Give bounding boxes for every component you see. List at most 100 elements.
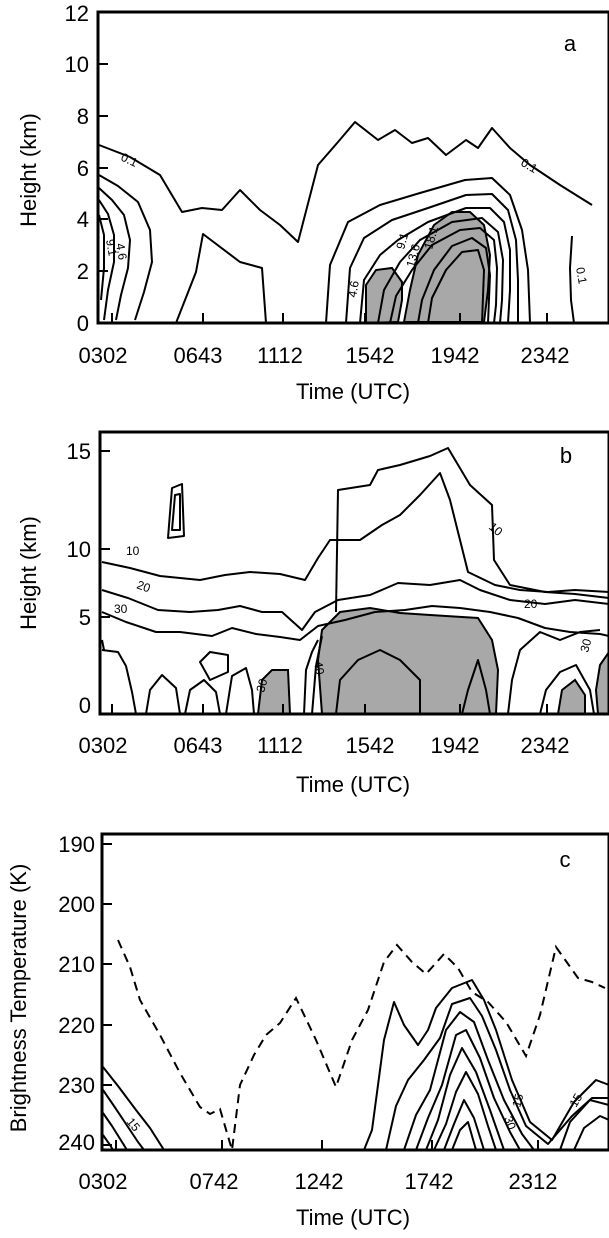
panel-c-contour <box>433 1071 497 1151</box>
panel-a-contour <box>427 249 485 324</box>
panel-c-frame <box>100 832 609 1152</box>
x-axis-label: Time (UTC) <box>296 379 410 404</box>
panel-a-contour <box>345 193 519 324</box>
x-tick-label: 0643 <box>174 343 223 368</box>
y-tick-label: 220 <box>58 1013 95 1038</box>
panel-c-contour <box>102 1089 145 1151</box>
y-tick-label: 6 <box>77 156 89 181</box>
panel-c-contour <box>425 1047 505 1151</box>
contour-label: 15 <box>566 1091 585 1110</box>
x-tick-label: 0302 <box>79 733 128 758</box>
x-tick-label: 0302 <box>79 1169 128 1194</box>
panel-a-contour <box>377 217 504 324</box>
contour-label: 18.1 <box>421 224 441 250</box>
contour-label: 15 <box>124 1115 144 1134</box>
panel-b-ticks <box>100 450 548 715</box>
x-tick-label: 1542 <box>346 343 395 368</box>
panel-c: 15 15 30 15 190 200 210 220 230 240 0302… <box>6 832 609 1230</box>
panel-b-contour <box>225 667 255 715</box>
panel-b-contour <box>167 483 185 539</box>
panel-b-contour <box>184 679 221 715</box>
panel-a-contour <box>98 199 115 321</box>
panel-b-frame <box>98 430 609 716</box>
panel-b-contour <box>101 639 105 651</box>
x-tick-label: 1942 <box>431 343 480 368</box>
panel-b-contour <box>145 674 181 715</box>
panel-a-contour <box>325 177 531 324</box>
panel-b-contour <box>303 639 319 715</box>
contour-label: 40 <box>311 660 327 676</box>
y-tick-label: 8 <box>77 104 89 129</box>
panel-b-contour <box>101 579 609 631</box>
panel-a-contour <box>417 237 491 324</box>
contour-label: 10 <box>486 520 505 540</box>
panel-c-contour <box>102 1134 114 1151</box>
panel-a-contour <box>98 187 131 321</box>
y-tick-label: 2 <box>77 259 89 284</box>
panel-b-contour <box>335 447 609 613</box>
x-tick-label: 2342 <box>521 733 570 758</box>
panel-b-contour <box>461 659 491 715</box>
y-tick-label: 200 <box>58 892 95 917</box>
panel-b-contour <box>507 629 601 715</box>
panel-a: 0.1 0.1 4.6 9.1 4.6 9.1 13.6 18.1 0.1 0 <box>16 1 609 404</box>
panel-b-contour <box>101 605 609 641</box>
y-tick-label: 15 <box>67 439 91 464</box>
panel-c-contour <box>102 1066 165 1151</box>
contour-label: 30 <box>253 677 270 694</box>
panel-b-contour <box>101 649 137 715</box>
y-tick-label: 240 <box>58 1130 95 1155</box>
panel-c-contour <box>385 997 609 1151</box>
panel-b: 10 10 20 20 30 30 30 40 0 5 10 15 0302 0… <box>16 430 609 797</box>
panel-a-contour <box>98 214 105 301</box>
panel-b-contour <box>199 651 229 681</box>
panel-label: c <box>560 847 571 872</box>
panel-c-contour <box>559 1099 609 1151</box>
panel-b-shaded-region <box>316 606 500 715</box>
panel-a-contour <box>98 174 153 321</box>
y-tick-label: 0 <box>77 311 89 336</box>
panel-b-contour <box>539 664 595 715</box>
x-tick-label: 2342 <box>521 343 570 368</box>
panel-c-contour <box>403 1011 535 1151</box>
panel-c-contour <box>451 1121 477 1151</box>
x-tick-label: 0742 <box>190 1169 239 1194</box>
y-tick-label: 4 <box>77 207 89 232</box>
contour-label: 9.1 <box>103 238 120 257</box>
contour-label: 10 <box>126 544 140 558</box>
x-tick-label: 1742 <box>405 1169 454 1194</box>
y-tick-label: 230 <box>58 1073 95 1098</box>
panel-b-shaded-region <box>594 650 609 715</box>
x-tick-label: 0643 <box>174 733 223 758</box>
y-axis-label: Height (km) <box>16 113 41 227</box>
panel-label: a <box>564 31 577 56</box>
panel-a-contour <box>389 227 498 324</box>
y-axis-label: Brightness Temperature (K) <box>6 864 31 1133</box>
x-tick-label: 1112 <box>257 733 303 758</box>
contour-label: 13.6 <box>403 242 423 268</box>
panel-a-contour <box>98 121 593 243</box>
contour-label: 30 <box>501 1114 519 1132</box>
contour-label: 20 <box>524 597 538 611</box>
panel-a-contour <box>569 235 575 324</box>
panel-a-contour <box>175 233 267 324</box>
contour-label: 4.6 <box>113 242 130 261</box>
y-tick-label: 10 <box>67 537 91 562</box>
y-tick-label: 12 <box>65 1 89 26</box>
contour-label: 30 <box>577 637 594 654</box>
y-tick-label: 10 <box>65 52 89 77</box>
panel-b-contour <box>335 649 421 715</box>
x-tick-label: 1542 <box>346 733 395 758</box>
panel-b-shaded-region <box>556 678 586 715</box>
contour-label: 0.1 <box>573 266 590 285</box>
panel-a-contour <box>359 207 511 324</box>
panel-a-ticks <box>98 11 548 324</box>
x-tick-label: 1112 <box>257 343 303 368</box>
contour-label: 4.6 <box>345 279 362 298</box>
y-axis-label: Height (km) <box>16 516 41 630</box>
panel-b-contour <box>311 635 323 715</box>
y-tick-label: 190 <box>58 832 95 857</box>
panel-label: b <box>560 443 572 468</box>
panel-c-contour <box>573 1115 609 1151</box>
